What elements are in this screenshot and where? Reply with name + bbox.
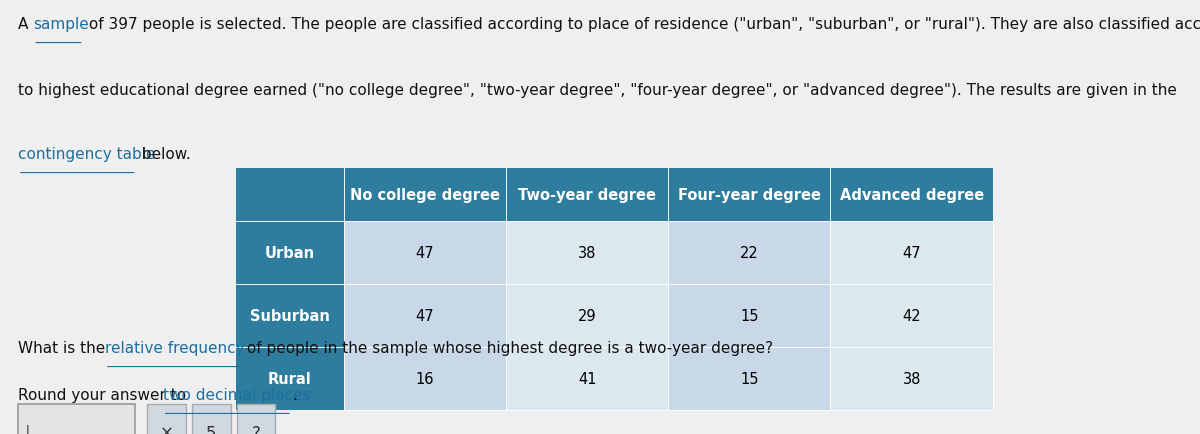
Text: sample: sample [34,17,89,32]
FancyBboxPatch shape [192,404,230,434]
FancyBboxPatch shape [506,221,668,284]
Text: of 397 people is selected. The people are classified according to place of resid: of 397 people is selected. The people ar… [84,17,1200,32]
FancyBboxPatch shape [148,404,186,434]
Text: A: A [18,17,34,32]
FancyBboxPatch shape [668,221,830,284]
Text: 15: 15 [740,308,758,323]
Text: relative frequency: relative frequency [104,340,245,355]
Text: Suburban: Suburban [250,308,330,323]
Text: ×: × [160,424,174,434]
Text: Round your answer to: Round your answer to [18,387,191,402]
FancyBboxPatch shape [343,221,506,284]
FancyBboxPatch shape [668,168,830,221]
Text: No college degree: No college degree [349,187,499,202]
FancyBboxPatch shape [235,168,343,221]
Text: 42: 42 [902,308,920,323]
FancyBboxPatch shape [506,284,668,347]
FancyBboxPatch shape [343,168,506,221]
Text: 15: 15 [740,371,758,386]
Text: 29: 29 [577,308,596,323]
FancyBboxPatch shape [235,284,343,347]
Text: 47: 47 [415,308,434,323]
Text: Urban: Urban [264,245,314,260]
Text: 22: 22 [740,245,758,260]
Text: contingency table: contingency table [18,147,155,162]
Text: 38: 38 [578,245,596,260]
FancyBboxPatch shape [18,404,136,434]
Text: to highest educational degree earned ("no college degree", "two-year degree", "f: to highest educational degree earned ("n… [18,83,1177,98]
Text: |: | [25,424,30,434]
Text: Rural: Rural [268,371,312,386]
Text: below.: below. [137,147,191,162]
FancyBboxPatch shape [235,347,343,410]
Text: ?: ? [252,424,260,434]
FancyBboxPatch shape [506,168,668,221]
FancyBboxPatch shape [830,221,992,284]
Text: of people in the sample whose highest degree is a two-year degree?: of people in the sample whose highest de… [242,340,774,355]
Text: 16: 16 [415,371,434,386]
Text: Advanced degree: Advanced degree [840,187,984,202]
FancyBboxPatch shape [343,347,506,410]
Text: 47: 47 [902,245,920,260]
Text: 41: 41 [578,371,596,386]
FancyBboxPatch shape [668,347,830,410]
Text: 38: 38 [902,371,920,386]
FancyBboxPatch shape [506,347,668,410]
FancyBboxPatch shape [235,221,343,284]
Text: 47: 47 [415,245,434,260]
FancyBboxPatch shape [830,284,992,347]
FancyBboxPatch shape [343,284,506,347]
FancyBboxPatch shape [830,347,992,410]
Text: Four-year degree: Four-year degree [678,187,821,202]
Text: 5: 5 [206,424,216,434]
Text: What is the: What is the [18,340,110,355]
FancyBboxPatch shape [236,404,276,434]
FancyBboxPatch shape [668,284,830,347]
Text: two decimal places: two decimal places [162,387,310,402]
Text: .: . [292,387,296,402]
FancyBboxPatch shape [830,168,992,221]
Text: Two-year degree: Two-year degree [518,187,656,202]
